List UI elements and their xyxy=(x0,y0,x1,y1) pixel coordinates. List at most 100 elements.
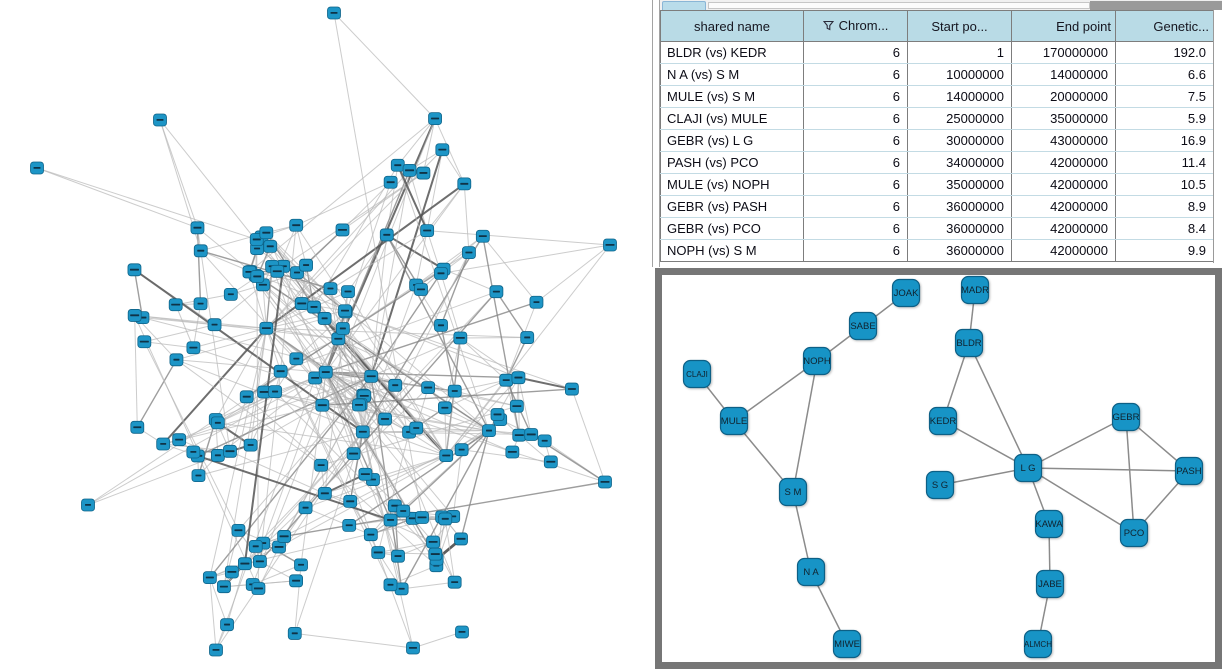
table-cell[interactable]: 6 xyxy=(803,217,908,240)
table-cell[interactable]: 8.9 xyxy=(1115,195,1214,218)
network-node[interactable] xyxy=(273,364,288,378)
network-node[interactable] xyxy=(259,226,274,240)
network-node[interactable] xyxy=(338,304,352,318)
network-node[interactable] xyxy=(341,285,355,299)
subnetwork-canvas[interactable]: JOAK MADR SABE NOPH CLAJI MULE BLDR KEDR GEBR L G… xyxy=(662,275,1215,662)
main-network-canvas[interactable] xyxy=(0,0,652,669)
table-cell[interactable]: 14000000 xyxy=(907,85,1012,108)
network-node[interactable] xyxy=(383,578,398,592)
network-node[interactable] xyxy=(193,297,208,311)
table-cell[interactable]: 43000000 xyxy=(1011,129,1116,152)
network-node[interactable] xyxy=(379,228,394,242)
network-node[interactable] xyxy=(287,627,302,640)
network-node[interactable] xyxy=(289,218,304,232)
network-node[interactable] xyxy=(409,421,424,435)
network-node[interactable] xyxy=(437,401,452,415)
table-cell[interactable]: 6 xyxy=(803,151,908,174)
table-cell[interactable]: 6 xyxy=(803,85,908,108)
subnetwork-edge[interactable] xyxy=(1027,467,1135,534)
network-node[interactable] xyxy=(383,513,398,527)
subnetwork-node[interactable]: PASH xyxy=(1174,456,1204,486)
column-header-shared-name[interactable]: shared name xyxy=(660,10,804,42)
network-node[interactable] xyxy=(299,258,313,272)
network-node[interactable] xyxy=(505,445,520,459)
column-header-chromosome[interactable]: Chrom... xyxy=(803,10,908,42)
network-node[interactable] xyxy=(314,458,329,472)
subnetwork-node[interactable]: CLAJI xyxy=(682,359,712,389)
table-cell[interactable]: 10.5 xyxy=(1115,173,1214,196)
network-node[interactable] xyxy=(156,437,171,451)
subnetwork-node[interactable]: JOAK xyxy=(891,278,921,308)
network-node[interactable] xyxy=(191,469,206,483)
subnetwork-node[interactable]: SABE xyxy=(848,311,878,341)
table-row[interactable]: MULE (vs) S M 6 14000000 20000000 7.5 xyxy=(660,85,1214,108)
network-node[interactable] xyxy=(512,428,527,442)
subnetwork-node[interactable]: NOPH xyxy=(802,346,832,376)
table-cell[interactable]: 42000000 xyxy=(1011,195,1116,218)
subnetwork-node[interactable]: ALMCH xyxy=(1023,629,1052,659)
network-node[interactable] xyxy=(428,112,442,126)
network-node[interactable] xyxy=(454,443,469,457)
network-node[interactable] xyxy=(394,582,409,596)
network-node[interactable] xyxy=(364,369,379,383)
subnetwork-edge[interactable] xyxy=(1027,467,1190,472)
network-node[interactable] xyxy=(414,283,428,296)
main-network-panel[interactable] xyxy=(0,0,652,669)
table-cell[interactable]: N A (vs) S M xyxy=(660,63,804,86)
table-cell[interactable]: 42000000 xyxy=(1011,239,1116,262)
network-node[interactable] xyxy=(543,455,558,469)
network-node[interactable] xyxy=(137,335,152,349)
column-header-genetic[interactable]: Genetic... xyxy=(1115,10,1214,42)
table-row[interactable]: NOPH (vs) S M 6 36000000 42000000 9.9 xyxy=(660,239,1214,262)
network-node[interactable] xyxy=(453,331,468,345)
table-row[interactable]: BLDR (vs) KEDR 6 1 170000000 192.0 xyxy=(660,41,1214,64)
table-cell[interactable]: 9.9 xyxy=(1187,243,1206,258)
network-node[interactable] xyxy=(251,582,266,595)
subnetwork-edge[interactable] xyxy=(942,420,1029,469)
network-node[interactable] xyxy=(277,530,292,543)
subnetwork-edge[interactable] xyxy=(968,342,1029,469)
network-node[interactable] xyxy=(318,365,333,379)
subnetwork-edge[interactable] xyxy=(1125,416,1135,534)
network-node[interactable] xyxy=(447,575,462,589)
table-row[interactable]: GEBR (vs) PCO 6 36000000 42000000 8.4 xyxy=(660,217,1214,240)
network-node[interactable] xyxy=(426,535,440,549)
network-node[interactable] xyxy=(415,511,429,524)
network-node[interactable] xyxy=(352,398,366,412)
table-row[interactable]: MULE (vs) NOPH 6 35000000 42000000 10.5 xyxy=(660,173,1214,196)
network-node[interactable] xyxy=(447,384,462,398)
network-node[interactable] xyxy=(289,574,303,588)
table-cell[interactable]: 16.9 xyxy=(1115,129,1214,152)
panel-splitter[interactable] xyxy=(652,0,660,267)
network-node[interactable] xyxy=(420,224,435,238)
network-node[interactable] xyxy=(224,565,239,579)
subnetwork-node[interactable]: KAWA xyxy=(1034,509,1063,539)
network-node[interactable] xyxy=(294,558,308,572)
network-node[interactable] xyxy=(402,163,417,177)
column-header-end-point[interactable]: End point xyxy=(1011,10,1116,42)
table-cell[interactable]: 6 xyxy=(803,41,908,64)
subnetwork-panel[interactable]: JOAK MADR SABE NOPH CLAJI MULE BLDR KEDR GEBR L G… xyxy=(655,268,1222,669)
table-cell[interactable]: 6 xyxy=(803,195,908,218)
network-node[interactable] xyxy=(343,495,358,508)
network-node[interactable] xyxy=(435,143,450,157)
table-cell[interactable]: 35000000 xyxy=(1011,107,1116,130)
network-node[interactable] xyxy=(168,298,183,312)
network-node[interactable] xyxy=(564,382,579,396)
network-node[interactable] xyxy=(391,549,405,563)
network-node[interactable] xyxy=(223,444,237,458)
table-cell[interactable]: 6.6 xyxy=(1115,63,1214,86)
network-node[interactable] xyxy=(454,532,468,546)
table-cell[interactable]: NOPH (vs) S M xyxy=(660,239,804,262)
subnetwork-node[interactable]: KEDR xyxy=(928,406,958,436)
table-cell[interactable]: 7.5 xyxy=(1115,85,1214,108)
network-node[interactable] xyxy=(223,287,238,301)
network-node[interactable] xyxy=(529,295,544,309)
subnetwork-node[interactable]: L G xyxy=(1013,453,1043,483)
table-cell[interactable]: 35000000 xyxy=(907,173,1012,196)
network-node[interactable] xyxy=(421,381,436,395)
table-cell[interactable]: 6 xyxy=(803,63,908,86)
network-node[interactable] xyxy=(335,223,350,237)
subnetwork-node[interactable]: JABE xyxy=(1035,569,1065,599)
network-node[interactable] xyxy=(342,518,357,532)
